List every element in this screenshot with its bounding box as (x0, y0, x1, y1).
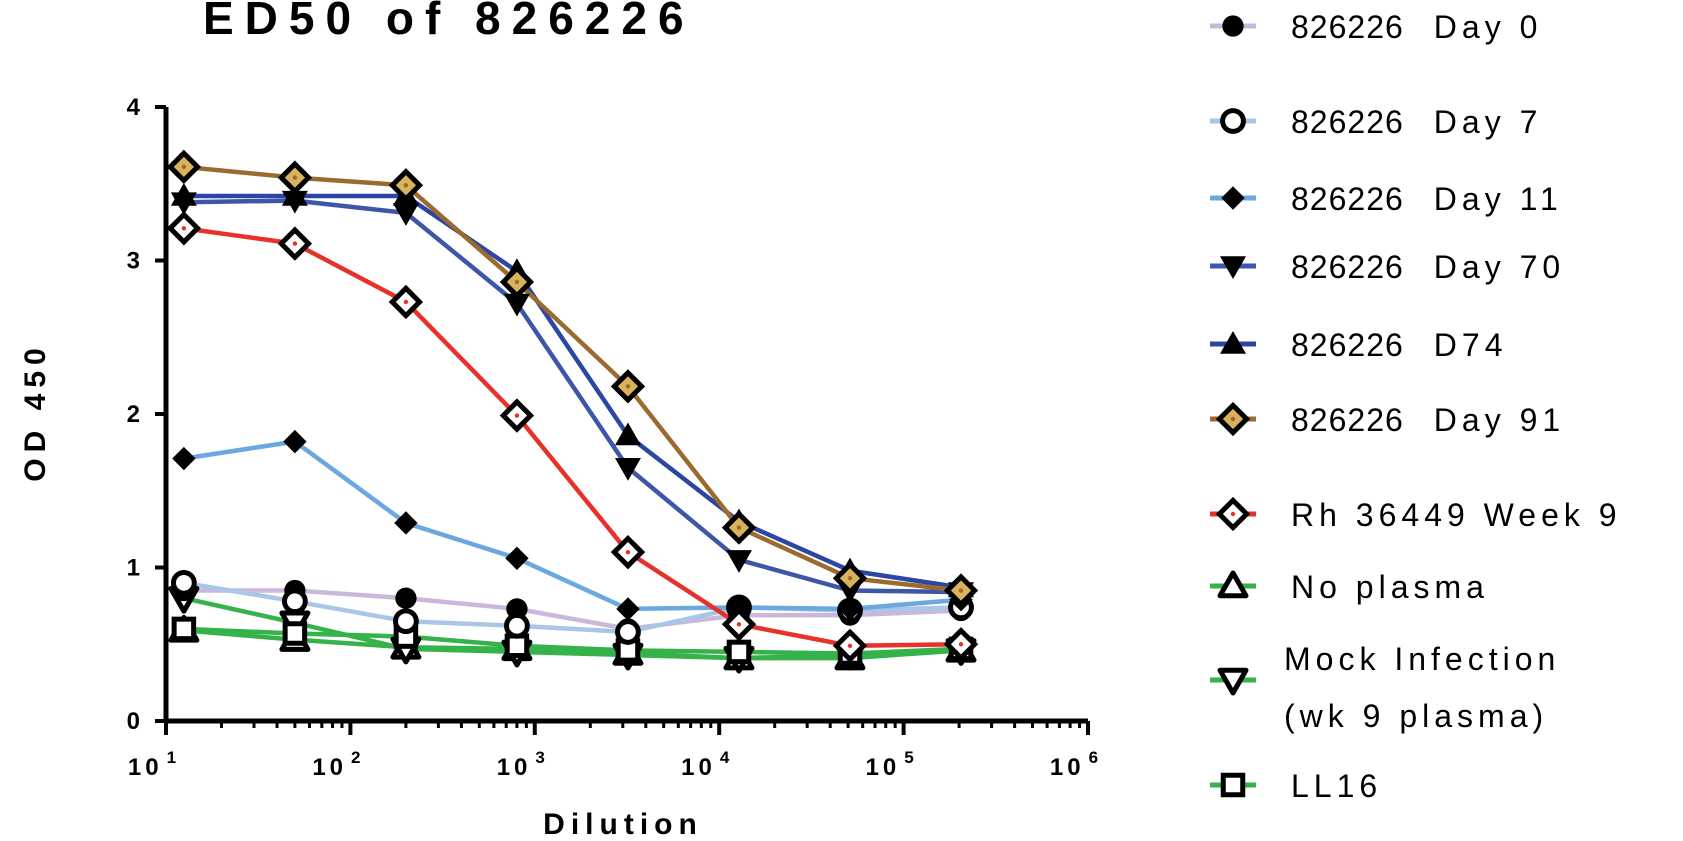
x-axis-label: Dilution (543, 808, 703, 841)
series-line-2 (183, 439, 962, 612)
x-tick-label: 10 6 (1050, 748, 1098, 781)
data-point-series-0 (395, 587, 417, 609)
series-markers (166, 149, 979, 674)
data-point-series-2 (505, 546, 529, 570)
legend-marker-3 (1220, 256, 1246, 279)
data-point-series-2 (394, 511, 418, 535)
data-point-series-5-dot (625, 384, 631, 389)
data-point-series-1 (393, 608, 419, 635)
y-tick-label: 3 (127, 248, 140, 275)
data-point-series-6-dot (292, 241, 298, 246)
legend-marker-6-dot (1230, 511, 1236, 517)
data-point-series-3 (725, 550, 752, 573)
data-point-series-5-dot (958, 588, 964, 593)
data-point-series-2 (616, 597, 640, 621)
legend-marker-2 (1221, 186, 1245, 210)
series-line-6 (183, 226, 962, 649)
legend-marker-1 (1220, 108, 1246, 134)
data-point-series-5-dot (181, 164, 187, 170)
y-tick-label: 4 (127, 94, 141, 121)
data-point-series-3 (614, 457, 641, 481)
data-point-series-1 (281, 588, 308, 615)
data-point-series-5-dot (847, 576, 853, 581)
legend-marker-5-dot (1230, 416, 1236, 422)
data-point-series-9 (171, 616, 197, 642)
y-tick-label: 0 (127, 708, 140, 735)
data-point-series-2 (172, 446, 196, 471)
series-line-3 (183, 198, 962, 595)
data-point-series-6-dot (181, 226, 187, 231)
data-point-series-2 (283, 429, 307, 454)
legend-label: 826226 Day 91 (1291, 402, 1565, 438)
series-line-9 (183, 626, 962, 656)
data-point-series-6-dot (403, 299, 409, 305)
legend-marker-8 (1217, 667, 1249, 696)
chart-title: ED50 of 826226 (203, 0, 695, 44)
series-line-4 (183, 193, 962, 590)
data-point-series-5-dot (403, 183, 409, 188)
data-point-series-9 (504, 633, 530, 659)
legend-marker-9 (1220, 772, 1246, 798)
legend-label: Mock Infection (1284, 641, 1560, 677)
data-point-series-2 (838, 597, 862, 621)
x-tick-label: 10 1 (128, 748, 176, 781)
legend-label: 826226 Day 70 (1291, 249, 1565, 285)
y-axis-label: OD 450 (19, 342, 52, 481)
y-tick-label: 1 (127, 555, 140, 582)
legend: 826226 Day 0 826226 Day 7 826226 Day 11 826226… (1210, 9, 1622, 804)
legend-label: 826226 D74 (1291, 327, 1507, 363)
data-point-series-6-dot (958, 642, 964, 647)
series-lines (183, 164, 962, 661)
x-tick-label: 10 2 (312, 748, 360, 781)
legend-label: 826226 Day 11 (1291, 181, 1563, 217)
data-point-series-1 (615, 619, 641, 645)
series-line-0 (183, 588, 962, 632)
x-tick-label: 10 4 (681, 748, 730, 781)
legend-label: 826226 Day 0 (1291, 9, 1542, 45)
data-point-series-5-dot (514, 279, 520, 285)
data-point-series-3 (392, 203, 419, 226)
legend-marker-7 (1217, 570, 1249, 599)
data-point-series-1 (170, 569, 197, 596)
data-point-series-4 (170, 183, 197, 206)
axes: 0 1 2 3 4 10 1 10 2 10 3 10 4 10 5 10 6 (127, 94, 1098, 781)
x-tick-label: 10 5 (866, 748, 914, 781)
legend-marker-4 (1220, 331, 1246, 354)
data-point-series-9 (282, 621, 308, 646)
data-point-series-6-dot (514, 413, 520, 418)
x-tick-label: 10 3 (497, 748, 545, 781)
legend-label: No plasma (1291, 569, 1489, 605)
data-point-series-6-dot (736, 622, 742, 627)
legend-label: (wk 9 plasma) (1284, 698, 1548, 734)
data-point-series-5-dot (736, 525, 742, 530)
data-point-series-5-dot (292, 175, 298, 180)
data-point-series-1 (504, 612, 530, 639)
legend-marker-0 (1222, 15, 1244, 37)
data-point-series-9 (726, 639, 752, 665)
data-point-series-3 (503, 293, 530, 317)
data-point-series-6-dot (847, 643, 853, 648)
legend-label: Rh 36449 Week 9 (1291, 497, 1622, 533)
legend-label: LL16 (1291, 768, 1382, 804)
y-tick-label: 2 (127, 401, 140, 428)
series-line-8 (183, 596, 962, 661)
data-point-series-4 (614, 422, 641, 446)
legend-label: 826226 Day 7 (1291, 104, 1542, 140)
data-point-series-6-dot (625, 549, 631, 555)
series-line-5 (183, 164, 962, 593)
